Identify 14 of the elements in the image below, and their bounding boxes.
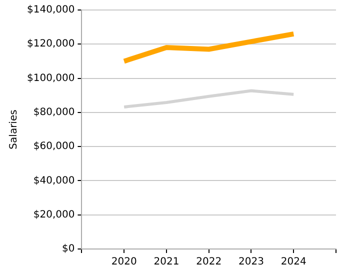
y-tick-label: $40,000 xyxy=(33,175,75,186)
y-tick-label: $20,000 xyxy=(33,209,75,220)
x-tick-label: 2022 xyxy=(196,256,222,268)
y-tick-label: $60,000 xyxy=(33,141,75,152)
x-tick-label: 2024 xyxy=(280,256,306,268)
y-tick-label: $80,000 xyxy=(33,107,75,118)
y-tick-label: $100,000 xyxy=(26,72,75,84)
x-tick-label: 2020 xyxy=(111,256,137,268)
x-tick-label: 2021 xyxy=(154,256,180,268)
x-tick-label: 2023 xyxy=(238,256,264,268)
y-tick-label: $120,000 xyxy=(26,38,75,50)
y-tick-label: $0 xyxy=(62,244,75,255)
y-axis-title: Salaries xyxy=(8,110,20,150)
y-tick-label: $140,000 xyxy=(26,4,75,16)
